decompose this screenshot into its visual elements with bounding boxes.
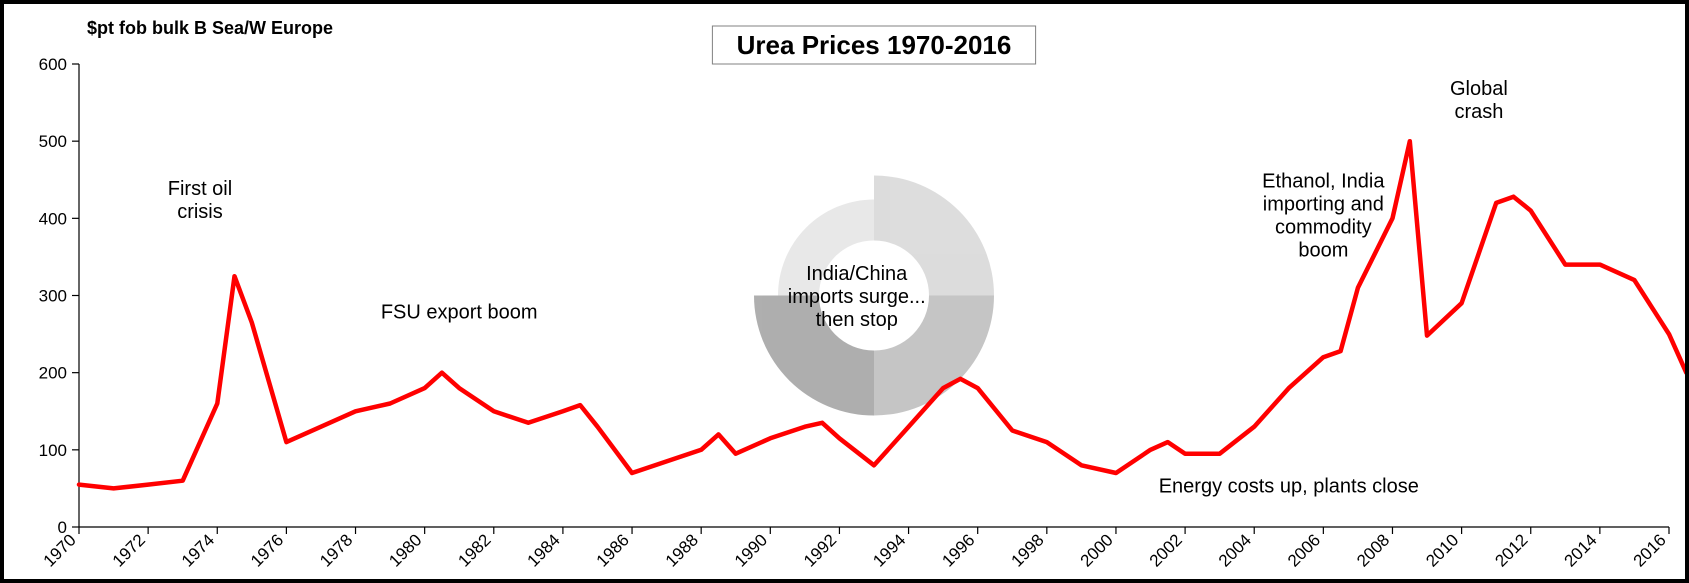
chart-title: Urea Prices 1970-2016	[737, 30, 1012, 60]
x-tick-label: 1972	[109, 530, 149, 570]
x-tick-label: 1998	[1007, 530, 1047, 570]
x-tick-label: 1978	[316, 530, 356, 570]
x-tick-label: 1996	[938, 530, 978, 570]
chart-annotation: crisis	[177, 201, 223, 223]
chart-annotation: India/China	[806, 263, 908, 285]
chart-frame: 0100200300400500600197019721974197619781…	[0, 0, 1689, 583]
x-tick-label: 1986	[593, 530, 633, 570]
x-tick-label: 1984	[524, 530, 564, 570]
chart-annotation: Global	[1450, 78, 1508, 100]
x-tick-label: 2004	[1215, 530, 1255, 570]
x-tick-label: 2016	[1630, 530, 1670, 570]
chart-subtitle: $pt fob bulk B Sea/W Europe	[87, 18, 333, 38]
chart-annotation: crash	[1454, 101, 1503, 123]
y-tick-label: 200	[39, 364, 67, 383]
x-tick-label: 2006	[1284, 530, 1324, 570]
y-tick-label: 600	[39, 55, 67, 74]
urea-price-line-chart: 0100200300400500600197019721974197619781…	[4, 4, 1685, 579]
x-tick-label: 1988	[662, 530, 702, 570]
x-tick-label: 2008	[1353, 530, 1393, 570]
y-tick-label: 500	[39, 132, 67, 151]
x-tick-label: 1994	[869, 530, 909, 570]
x-tick-label: 1976	[247, 530, 287, 570]
y-tick-label: 300	[39, 287, 67, 306]
chart-annotation: First oil	[168, 178, 232, 200]
chart-annotation: commodity	[1275, 216, 1372, 238]
chart-annotation: Energy costs up, plants close	[1159, 475, 1419, 497]
x-tick-label: 2000	[1077, 530, 1117, 570]
x-tick-label: 1974	[178, 530, 218, 570]
chart-annotation: imports surge...	[788, 286, 926, 308]
y-tick-label: 100	[39, 441, 67, 460]
y-tick-label: 400	[39, 209, 67, 228]
x-tick-label: 1980	[385, 530, 425, 570]
x-tick-label: 1990	[731, 530, 771, 570]
x-tick-label: 2010	[1422, 530, 1462, 570]
chart-annotation: Ethanol, India	[1262, 170, 1385, 192]
chart-annotation: FSU export boom	[381, 302, 538, 324]
x-tick-label: 1982	[454, 530, 494, 570]
x-tick-label: 2012	[1491, 530, 1531, 570]
x-tick-label: 2014	[1561, 530, 1601, 570]
chart-annotation: then stop	[816, 309, 898, 331]
x-tick-label: 1970	[40, 530, 80, 570]
x-tick-label: 2002	[1146, 530, 1186, 570]
chart-annotation: importing and	[1263, 193, 1384, 215]
chart-annotation: boom	[1298, 239, 1348, 261]
x-tick-label: 1992	[800, 530, 840, 570]
